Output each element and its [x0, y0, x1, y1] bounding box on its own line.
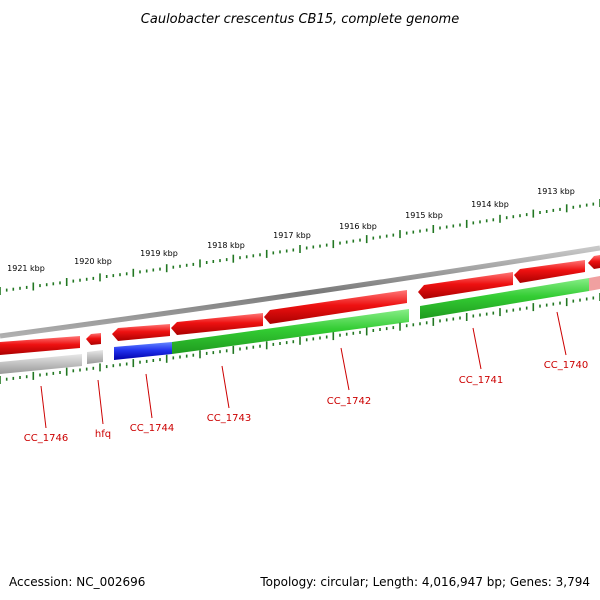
reverse-gene-cc1740[interactable] [589, 276, 600, 291]
reverse-gene-cc1746[interactable] [0, 354, 82, 374]
gene-label-cc1743[interactable]: CC_1743 [207, 413, 251, 424]
forward-gene[interactable] [588, 255, 600, 269]
scale-label: 1918 kbp [207, 241, 245, 250]
gene-labels: CC_1746 hfq CC_1744 CC_1743 CC_1742 CC_1… [24, 311, 588, 444]
genome-backbone [0, 245, 600, 339]
forward-gene[interactable] [514, 260, 585, 283]
gene-label-cc1746[interactable]: CC_1746 [24, 433, 68, 444]
forward-gene[interactable] [86, 333, 101, 345]
label-leader [472, 327, 482, 370]
gene-label-cc1741[interactable]: CC_1741 [459, 375, 503, 386]
reverse-gene-cc1743[interactable] [172, 309, 409, 354]
forward-gene[interactable] [418, 272, 513, 299]
label-leader [145, 373, 153, 419]
reverse-gene-cc1741[interactable] [420, 278, 589, 319]
scale-label: 1914 kbp [471, 200, 509, 209]
label-leader [221, 365, 230, 409]
gene-label-hfq[interactable]: hfq [95, 429, 111, 440]
forward-gene[interactable] [0, 336, 80, 355]
gene-label-cc1744[interactable]: CC_1744 [130, 423, 174, 434]
gene-label-cc1742[interactable]: CC_1742 [327, 396, 371, 407]
reverse-gene-hfq[interactable] [87, 350, 103, 364]
scale-label: 1919 kbp [140, 249, 178, 258]
map-title: Caulobacter crescentus CB15, complete ge… [141, 12, 459, 27]
scale-label: 1921 kbp [7, 264, 45, 273]
scale-label: 1913 kbp [537, 187, 575, 196]
forward-strand [0, 255, 600, 355]
label-leader [97, 379, 104, 425]
scale-ring: 1921 kbp 1920 kbp 1919 kbp 1918 kbp 1917 kbp… [0, 187, 600, 295]
accession-text: Accession: NC_002696 [9, 575, 145, 589]
topology-text: Topology: circular; Length: 4,016,947 bp… [259, 575, 590, 589]
forward-gene[interactable] [171, 313, 263, 335]
scale-label: 1920 kbp [74, 257, 112, 266]
reverse-strand [0, 276, 600, 374]
inner-tick-ring [0, 293, 600, 384]
gene-label-cc1740[interactable]: CC_1740 [544, 360, 588, 371]
forward-gene[interactable] [112, 324, 170, 341]
scale-label: 1915 kbp [405, 211, 443, 220]
label-leader [556, 311, 567, 356]
scale-label: 1917 kbp [273, 231, 311, 240]
label-leader [40, 385, 47, 429]
reverse-gene-cc1744[interactable] [114, 342, 172, 360]
scale-label: 1916 kbp [339, 222, 377, 231]
label-leader [340, 347, 350, 391]
forward-gene[interactable] [264, 290, 407, 324]
